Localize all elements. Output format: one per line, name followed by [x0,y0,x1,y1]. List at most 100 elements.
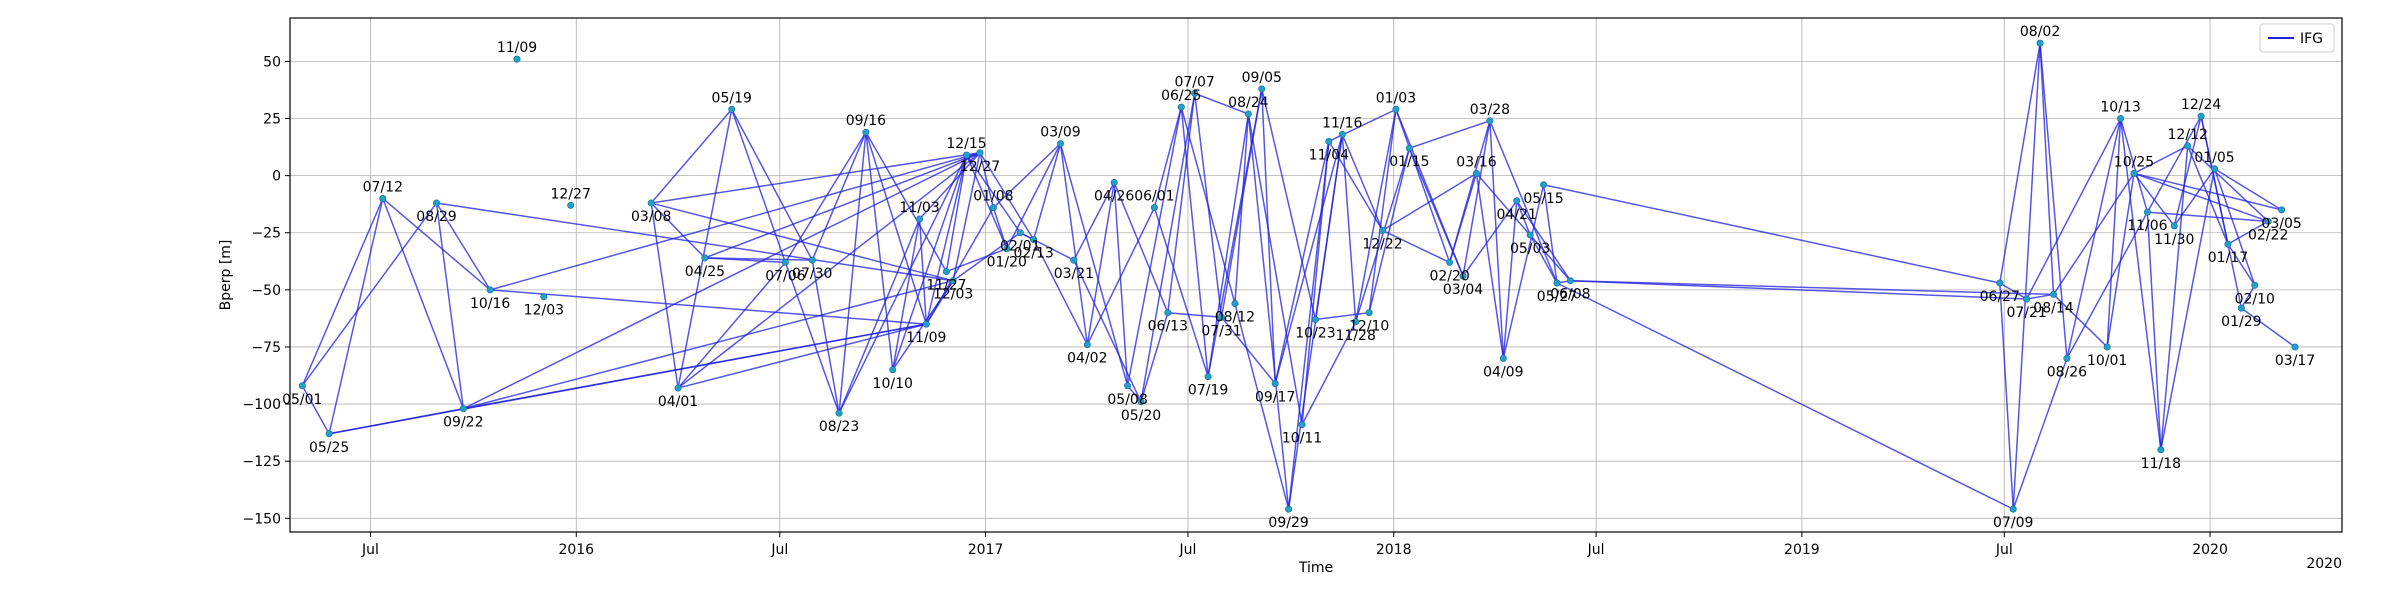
ifg-edge [2039,43,2068,359]
acquisition-point [2063,354,2071,362]
acquisition-date-label: 05/19 [712,90,752,106]
acquisition-date-label: 11/27 [926,278,966,294]
ifg-edge [992,143,1061,209]
ifg-edge [965,154,1008,250]
acquisition-point [2157,446,2165,454]
acquisition-point [1338,131,1346,139]
ifg-edge [650,108,733,204]
acquisition-date-label: 12/15 [946,136,986,152]
y-tick-label: −25 [251,226,281,242]
ifg-edge [1234,303,1290,510]
ifg-edge [2039,43,2055,295]
acquisition-point [1325,137,1333,145]
x-tick-label: 2017 [968,542,1004,558]
acquisition-date-label: 01/05 [2194,150,2234,166]
acquisition-point [949,277,957,285]
acquisition-date-label: 07/06 [765,268,805,284]
ifg-edge [301,202,438,387]
acquisition-date-label: 05/01 [282,392,322,408]
acquisition-date-label: 12/10 [1349,319,1389,335]
acquisition-point [1191,89,1199,97]
ifg-edge [1328,140,1384,231]
ifg-edge [992,207,1008,249]
ifg-edge [489,152,981,291]
acquisition-date-label: 05/08 [1107,392,1147,408]
acquisition-date-label: 10/11 [1282,431,1322,447]
ifg-edge [650,202,706,259]
acquisition-date-label: 07/19 [1188,383,1228,399]
acquisition-date-label: 05/15 [1523,191,1563,207]
ifg-edge [435,202,491,291]
ifg-edge [1409,120,1491,149]
acquisition-point [567,201,575,209]
acquisition-point [889,366,897,374]
y-tick-label: −75 [251,340,281,356]
ifg-edge [1287,141,1330,510]
acquisition-date-label: 10/23 [1295,326,1335,342]
acquisition-date-label: 12/22 [1362,236,1402,252]
acquisition-point [989,204,997,212]
ifg-edge [2026,293,2054,300]
legend-label: IFG [2300,31,2323,47]
acquisition-point [2117,115,2125,123]
acquisition-point [2023,295,2031,303]
acquisition-point [1016,229,1024,237]
plot-frame [289,17,2343,533]
acquisition-point [2291,343,2299,351]
y-tick-label: −100 [243,397,281,413]
acquisition-point [647,199,655,207]
ifg-edge [435,202,465,409]
acquisition-date-label: 08/29 [416,209,456,225]
ifg-edge [463,323,927,410]
acquisition-point [1150,204,1158,212]
ifg-edge [462,152,981,410]
acquisition-date-label: 09/16 [846,113,886,129]
ifg-edge [1207,113,1250,377]
acquisition-point [1352,318,1360,326]
acquisition-point [1499,354,1507,362]
ifg-edge [1032,239,1088,346]
acquisition-date-label: 04/01 [658,394,698,410]
acquisition-date-label: 01/03 [1376,90,1416,106]
acquisition-date-label: 11/16 [1322,116,1362,132]
ifg-edge [1475,173,1505,359]
ifg-edge [2012,43,2041,510]
ifg-edge [1341,134,1357,322]
acquisition-date-label: 08/24 [1228,95,1268,111]
ifg-edge [1543,184,2000,284]
x-tick-label: Jul [1995,542,2013,558]
acquisition-point [1218,313,1226,321]
y-tick-label: 50 [263,54,281,70]
acquisition-point [1472,169,1480,177]
acquisition-date-label: 03/04 [1443,282,1483,298]
acquisition-point [1070,256,1078,264]
ifg-edge [1516,200,1572,282]
ifg-edge [979,152,1035,240]
x-tick-label: 2020 [2192,542,2228,558]
acquisition-date-label: 07/30 [792,266,832,282]
ifg-edge [677,152,981,389]
acquisition-point [1459,272,1467,280]
acquisition-date-label: 10/10 [873,376,913,392]
ifg-edge [301,198,384,387]
acquisition-date-label: 03/28 [1470,102,1510,118]
acquisition-date-label: 06/27 [1980,289,2020,305]
acquisition-date-label: 11/30 [2154,232,2194,248]
acquisition-date-label: 07/09 [1993,515,2033,531]
acquisition-date-label: 02/10 [2235,291,2275,307]
y-axis-title: Bperp [m] [218,240,234,311]
acquisition-date-label: 03/08 [631,209,671,225]
acquisition-date-label: 03/16 [1456,154,1496,170]
acquisition-date-label: 12/03 [524,303,564,319]
acquisition-date-label: 04/02 [1067,351,1107,367]
acquisition-point [2130,169,2138,177]
x-axis-ticks: Jul 2016 Jul 2017 Jul 2018 Jul 2019 Jul 2020 [361,532,2228,558]
ifg-edge [1354,147,1411,323]
acquisition-point [459,405,467,413]
acquisition-date-label: 04/26 [1094,188,1134,204]
acquisition-point [1513,197,1521,205]
acquisition-point [976,149,984,157]
ifg-edge [1314,134,1344,320]
ifg-edge [1153,207,1209,377]
y-axis-ticks: 50 25 0 −25 −50 −75 −100 −125 −150 [243,54,290,527]
